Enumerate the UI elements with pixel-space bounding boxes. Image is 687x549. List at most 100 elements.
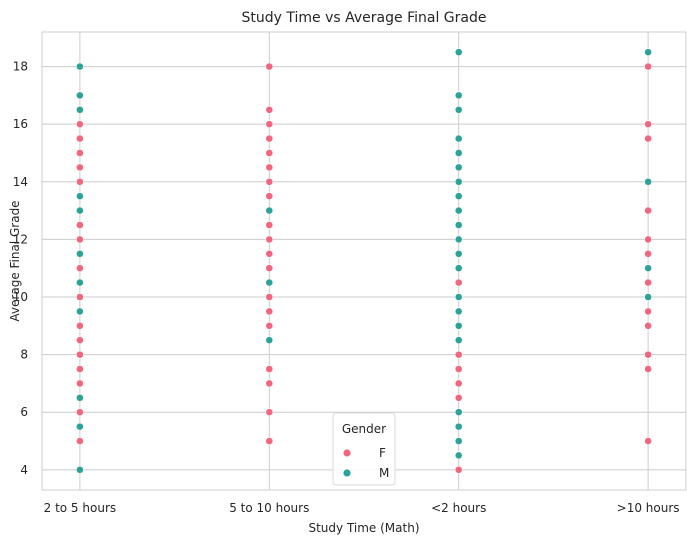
scatter-point-F [75, 177, 84, 186]
legend: Gender FM [332, 412, 396, 486]
scatter-point-F [265, 365, 274, 373]
scatter-point-F [75, 134, 84, 143]
y-tick-label: 18 [13, 60, 28, 74]
scatter-point-F [265, 307, 274, 316]
scatter-point-F [644, 206, 653, 215]
scatter-point-M [454, 91, 463, 100]
y-tick-label: 6 [20, 405, 28, 419]
scatter-point-M [265, 278, 274, 287]
scatter-point-F [644, 134, 653, 143]
scatter-point-F [265, 62, 274, 71]
scatter-point-F [75, 350, 84, 359]
scatter-point-M [454, 249, 463, 258]
legend-marker-M [343, 469, 351, 477]
scatter-point-F [75, 221, 84, 229]
scatter-point-F [265, 293, 274, 301]
scatter-point-F [265, 221, 274, 229]
scatter-point-M [454, 134, 463, 143]
scatter-point-F [75, 321, 84, 330]
legend-box [332, 412, 396, 486]
scatter-point-M [454, 307, 463, 316]
scatter-point-F [644, 307, 653, 316]
scatter-point-M [454, 149, 463, 157]
scatter-point-M [75, 206, 84, 215]
scatter-point-M [75, 465, 84, 474]
scatter-point-M [75, 91, 84, 100]
x-tick-label: <2 hours [431, 501, 486, 515]
scatter-point-F [454, 365, 463, 373]
scatter-point-M [454, 422, 463, 431]
scatter-point-F [265, 264, 274, 273]
scatter-point-F [75, 235, 84, 244]
scatter-point-F [265, 163, 274, 172]
point-layer [75, 48, 653, 474]
scatter-point-F [265, 249, 274, 258]
scatter-point-F [75, 379, 84, 388]
scatter-point-F [75, 163, 84, 172]
y-tick-label: 16 [13, 117, 28, 131]
scatter-point-M [454, 336, 463, 345]
legend-label: F [379, 446, 386, 460]
scatter-point-M [75, 278, 84, 287]
scatter-point-M [454, 235, 463, 244]
scatter-point-M [75, 192, 84, 201]
chart-title: Study Time vs Average Final Grade [242, 10, 487, 26]
scatter-point-M [454, 105, 463, 114]
scatter-point-F [75, 293, 84, 301]
y-tick-label: 8 [20, 348, 28, 362]
scatter-point-F [454, 379, 463, 388]
scatter-point-F [644, 350, 653, 359]
scatter-point-F [75, 336, 84, 345]
scatter-point-F [265, 192, 274, 201]
scatter-point-F [265, 235, 274, 244]
scatter-point-F [265, 120, 274, 129]
scatter-point-F [75, 437, 84, 445]
scatter-point-F [644, 120, 653, 129]
scatter-point-M [75, 393, 84, 402]
legend-marker-F [343, 449, 351, 457]
scatter-point-F [265, 408, 274, 417]
plot-frame [41, 31, 687, 491]
y-tick-label: 10 [13, 290, 28, 304]
scatter-point-F [454, 278, 463, 287]
scatter-point-M [644, 177, 653, 186]
scatter-point-F [644, 437, 653, 445]
scatter-point-M [454, 408, 463, 417]
scatter-point-F [75, 264, 84, 273]
scatter-point-M [75, 62, 84, 71]
legend-label: M [379, 466, 389, 480]
scatter-point-M [644, 48, 653, 57]
scatter-point-F [644, 235, 653, 244]
scatter-point-M [265, 206, 274, 215]
scatter-point-M [454, 293, 463, 301]
x-tick-label: >10 hours [617, 501, 680, 515]
scatter-point-F [454, 465, 463, 474]
scatter-point-F [75, 408, 84, 417]
x-tick-label: 5 to 10 hours [229, 501, 309, 515]
scatter-point-F [265, 379, 274, 388]
scatter-point-F [265, 321, 274, 330]
scatter-point-M [454, 321, 463, 330]
scatter-point-M [454, 206, 463, 215]
scatter-point-M [454, 48, 463, 57]
scatter-point-F [644, 278, 653, 287]
scatter-point-M [454, 163, 463, 172]
scatter-point-F [75, 120, 84, 129]
scatter-point-M [75, 105, 84, 114]
scatter-point-F [265, 437, 274, 445]
scatter-point-F [644, 365, 653, 373]
scatter-point-F [265, 105, 274, 114]
scatter-point-M [454, 221, 463, 229]
scatter-point-M [454, 192, 463, 201]
scatter-point-M [454, 437, 463, 445]
scatter-point-M [454, 451, 463, 460]
x-tick-label: 2 to 5 hours [44, 501, 117, 515]
scatter-point-M [75, 249, 84, 258]
scatter-point-M [644, 293, 653, 301]
y-tick-label: 4 [20, 463, 28, 477]
scatter-point-M [75, 422, 84, 431]
scatter-point-M [75, 307, 84, 316]
y-tick-label: 12 [13, 232, 28, 246]
